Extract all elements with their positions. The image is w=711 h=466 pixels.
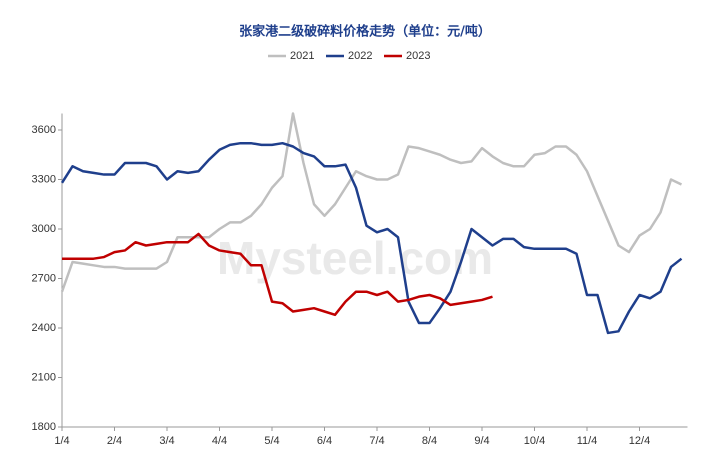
legend-label: 2022 [348,50,372,62]
x-tick-label: 11/4 [577,435,598,447]
legend-label: 2023 [406,50,430,62]
x-tick-label: 3/4 [159,435,174,447]
x-tick-label: 4/4 [212,435,227,447]
x-tick-label: 6/4 [317,435,332,447]
y-tick-label: 2100 [32,371,56,383]
x-tick-label: 2/4 [107,435,122,447]
series-line [60,112,683,293]
series-line [62,232,493,317]
x-tick-label: 9/4 [474,435,489,447]
x-tick-label: 10/4 [524,435,545,447]
y-tick-label: 1800 [32,421,56,433]
x-tick-label: 5/4 [264,435,279,447]
x-tick-label: 1/4 [54,435,69,447]
series-line [60,141,683,335]
y-tick-label: 2700 [32,272,56,284]
y-tick-label: 3000 [32,223,56,235]
chart-title: 张家港二级破碎料价格走势（单位：元/吨） [239,24,491,40]
x-tick-label: 12/4 [629,435,650,447]
x-tick-label: 8/4 [422,435,437,447]
watermark: Mysteel.com [217,232,493,284]
y-tick-label: 3300 [32,173,56,185]
y-tick-label: 3600 [32,124,56,136]
y-tick-label: 2400 [32,322,56,334]
legend-label: 2021 [290,50,314,62]
x-tick-label: 7/4 [369,435,384,447]
